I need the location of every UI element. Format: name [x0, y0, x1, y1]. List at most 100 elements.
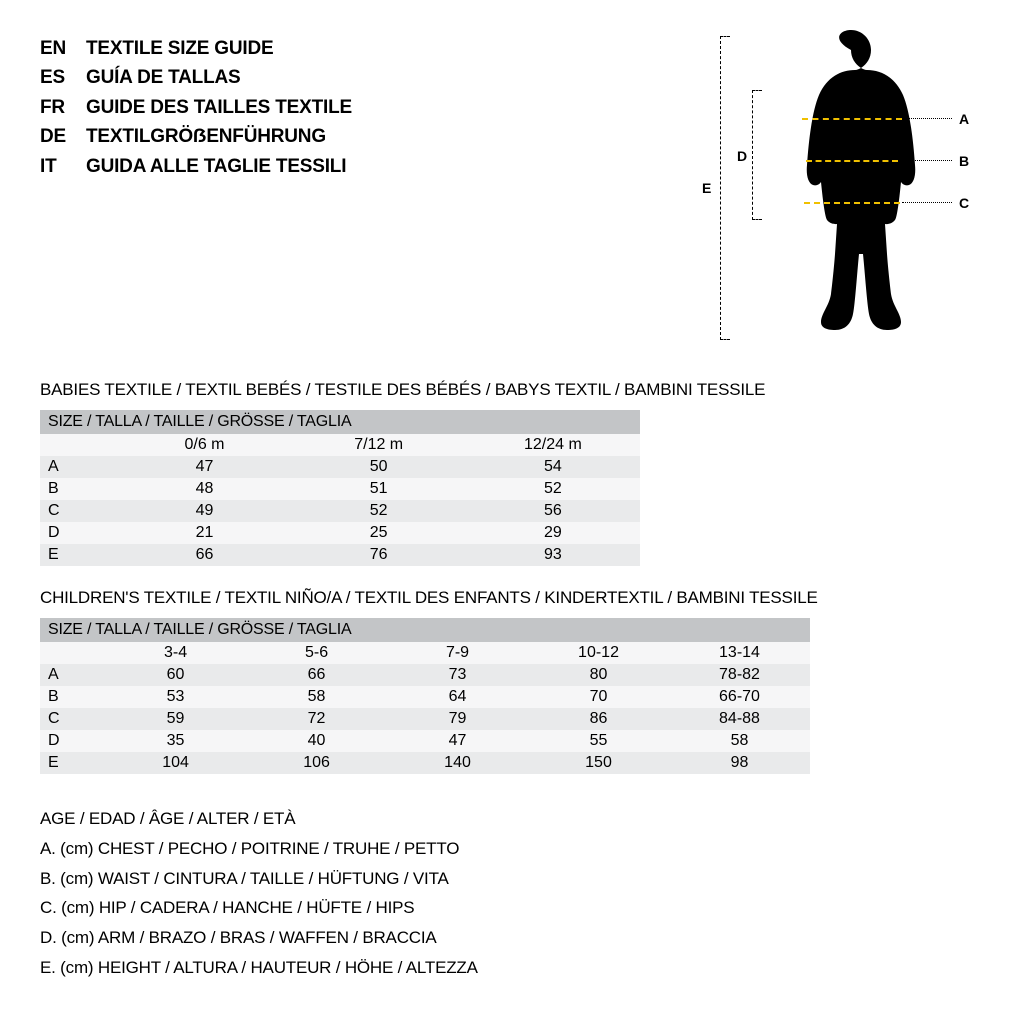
row-label: C — [40, 500, 117, 522]
cell: 56 — [466, 500, 640, 522]
cell: 72 — [246, 708, 387, 730]
child-silhouette-icon — [786, 30, 916, 350]
cell: 73 — [387, 664, 528, 686]
lang-row: DETEXTILGRÖẞENFÜHRUNG — [40, 122, 352, 151]
lang-label: TEXTILGRÖẞENFÜHRUNG — [86, 126, 326, 147]
cell: 55 — [528, 730, 669, 752]
lang-label: TEXTILE SIZE GUIDE — [86, 38, 273, 59]
table-row: D3540475558 — [40, 730, 810, 752]
lang-code: FR — [40, 93, 86, 122]
label-b: B — [959, 153, 969, 169]
cell: 76 — [292, 544, 466, 566]
lead-b — [900, 160, 952, 161]
lang-code: ES — [40, 63, 86, 92]
cell: 52 — [292, 500, 466, 522]
lang-row: FRGUIDE DES TAILLES TEXTILE — [40, 93, 352, 122]
row-label: C — [40, 708, 105, 730]
cell: 35 — [105, 730, 246, 752]
measure-line-b — [806, 160, 898, 162]
legend-age: AGE / EDAD / ÂGE / ALTER / ETÀ — [40, 804, 984, 834]
e-range-box — [720, 36, 730, 340]
table-row: D212529 — [40, 522, 640, 544]
cell: 25 — [292, 522, 466, 544]
col-header: 0/6 m — [117, 434, 291, 456]
legend-e: E. (cm) HEIGHT / ALTURA / HAUTEUR / HÖHE… — [40, 953, 984, 983]
row-label: A — [40, 456, 117, 478]
blank-cell — [40, 434, 117, 456]
cell: 70 — [528, 686, 669, 708]
cell: 98 — [669, 752, 810, 774]
row-label: E — [40, 752, 105, 774]
size-header: SIZE / TALLA / TAILLE / GRÖSSE / TAGLIA — [40, 410, 640, 434]
table-row: E10410614015098 — [40, 752, 810, 774]
cell: 66 — [246, 664, 387, 686]
cell: 104 — [105, 752, 246, 774]
lead-c — [902, 202, 952, 203]
cell: 84-88 — [669, 708, 810, 730]
cell: 58 — [246, 686, 387, 708]
cell: 58 — [669, 730, 810, 752]
cell: 48 — [117, 478, 291, 500]
lang-row: ENTEXTILE SIZE GUIDE — [40, 34, 352, 63]
cell: 78-82 — [669, 664, 810, 686]
col-header: 3-4 — [105, 642, 246, 664]
col-header: 7-9 — [387, 642, 528, 664]
cell: 66 — [117, 544, 291, 566]
lang-row: ESGUÍA DE TALLAS — [40, 63, 352, 92]
lang-code: DE — [40, 122, 86, 151]
label-e: E — [702, 180, 711, 196]
cell: 21 — [117, 522, 291, 544]
cell: 50 — [292, 456, 466, 478]
table-row: C495256 — [40, 500, 640, 522]
legend-c: C. (cm) HIP / CADERA / HANCHE / HÜFTE / … — [40, 893, 984, 923]
table-row: E667693 — [40, 544, 640, 566]
measure-line-c — [804, 202, 900, 204]
cell: 49 — [117, 500, 291, 522]
cell: 66-70 — [669, 686, 810, 708]
lang-code: EN — [40, 34, 86, 63]
label-c: C — [959, 195, 969, 211]
row-label: A — [40, 664, 105, 686]
babies-section-title: BABIES TEXTILE / TEXTIL BEBÉS / TESTILE … — [40, 380, 984, 400]
label-a: A — [959, 111, 969, 127]
label-d: D — [737, 148, 747, 164]
lang-label: GUÍA DE TALLAS — [86, 67, 240, 88]
table-row: B485152 — [40, 478, 640, 500]
cell: 53 — [105, 686, 246, 708]
babies-table: SIZE / TALLA / TAILLE / GRÖSSE / TAGLIA0… — [40, 410, 984, 566]
row-label: E — [40, 544, 117, 566]
cell: 60 — [105, 664, 246, 686]
legend-d: D. (cm) ARM / BRAZO / BRAS / WAFFEN / BR… — [40, 923, 984, 953]
cell: 51 — [292, 478, 466, 500]
cell: 59 — [105, 708, 246, 730]
legend-a: A. (cm) CHEST / PECHO / POITRINE / TRUHE… — [40, 834, 984, 864]
lang-code: IT — [40, 152, 86, 181]
col-header: 10-12 — [528, 642, 669, 664]
language-title-list: ENTEXTILE SIZE GUIDE ESGUÍA DE TALLAS FR… — [40, 34, 352, 181]
cell: 47 — [387, 730, 528, 752]
legend-b: B. (cm) WAIST / CINTURA / TAILLE / HÜFTU… — [40, 864, 984, 894]
lang-label: GUIDA ALLE TAGLIE TESSILI — [86, 156, 346, 177]
measure-line-a — [802, 118, 902, 120]
cell: 64 — [387, 686, 528, 708]
cell: 150 — [528, 752, 669, 774]
cell: 52 — [466, 478, 640, 500]
row-label: D — [40, 730, 105, 752]
size-header: SIZE / TALLA / TAILLE / GRÖSSE / TAGLIA — [40, 618, 810, 642]
lang-row: ITGUIDA ALLE TAGLIE TESSILI — [40, 152, 352, 181]
legend: AGE / EDAD / ÂGE / ALTER / ETÀ A. (cm) C… — [40, 804, 984, 983]
table-row: A6066738078-82 — [40, 664, 810, 686]
row-label: B — [40, 686, 105, 708]
table-row: A475054 — [40, 456, 640, 478]
col-header: 12/24 m — [466, 434, 640, 456]
cell: 80 — [528, 664, 669, 686]
cell: 106 — [246, 752, 387, 774]
cell: 54 — [466, 456, 640, 478]
row-label: D — [40, 522, 117, 544]
blank-cell — [40, 642, 105, 664]
cell: 47 — [117, 456, 291, 478]
row-label: B — [40, 478, 117, 500]
col-header: 5-6 — [246, 642, 387, 664]
lang-label: GUIDE DES TAILLES TEXTILE — [86, 97, 352, 118]
col-header: 13-14 — [669, 642, 810, 664]
